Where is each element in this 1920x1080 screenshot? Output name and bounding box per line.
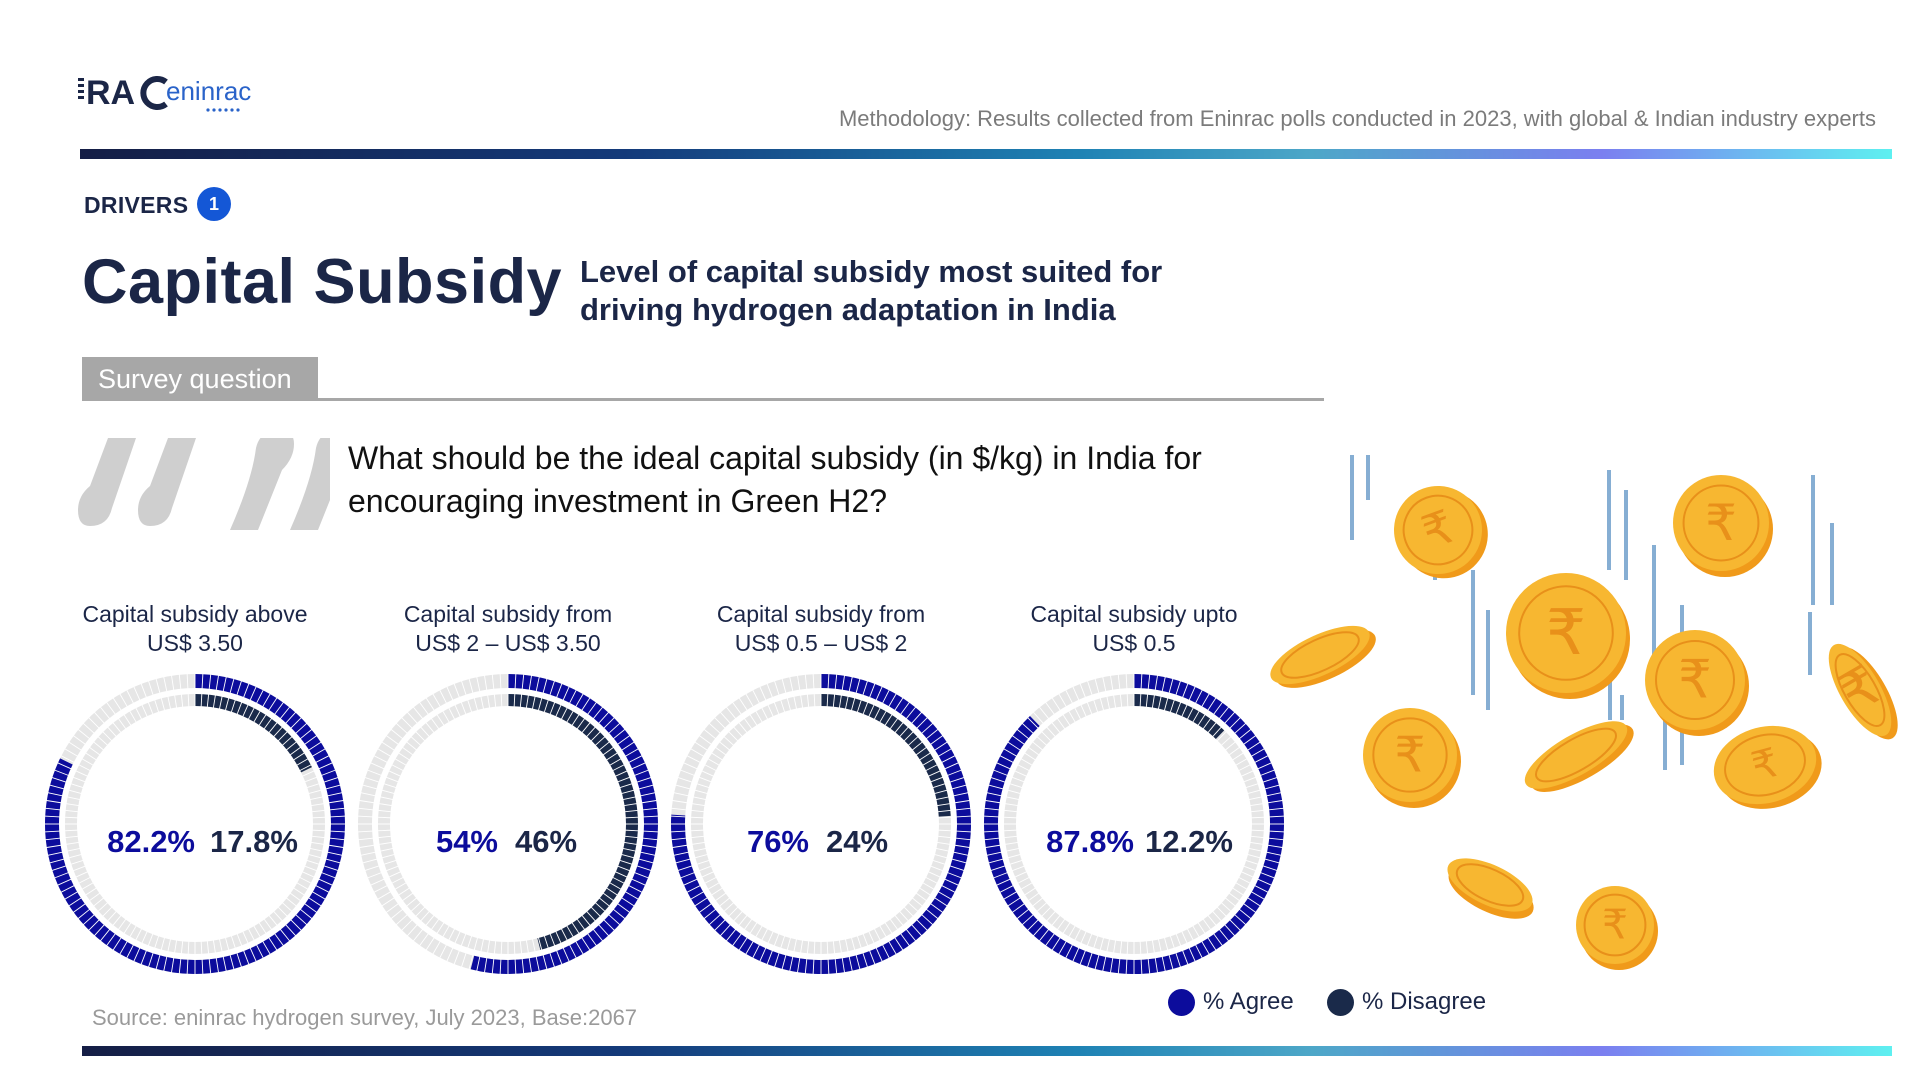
legend-disagree-swatch: [1327, 988, 1354, 1016]
methodology-note: Methodology: Results collected from Enin…: [838, 106, 1876, 131]
falling-coins-illustration: ₹ ₹ ₹ ₹ ₹ ₹ ₹ ₹: [1270, 425, 1910, 975]
agree-arc: [45, 674, 345, 974]
rupee-coin-icon: ₹: [1576, 886, 1658, 970]
svg-text:eninrac: eninrac: [166, 76, 251, 106]
donut-chart: [670, 673, 972, 975]
top-gradient-bar: [80, 149, 1892, 159]
bottom-gradient-bar: [82, 1046, 1892, 1056]
eninrac-logo: RA eninrac: [78, 70, 278, 120]
page-subtitle: Level of capital subsidy most suited for…: [580, 254, 1163, 327]
donut-title-line1: Capital subsidy above: [82, 601, 308, 627]
svg-text:₹: ₹: [1678, 650, 1712, 711]
svg-text:₹: ₹: [1602, 901, 1628, 949]
donut-title: Capital subsidy from US$ 0.5 – US$ 2: [666, 600, 976, 658]
donut-title-line1: Capital subsidy from: [716, 601, 926, 627]
ring-segment-ticks: [690, 693, 952, 955]
donut-chart: [44, 673, 346, 975]
rupee-coin-icon: [1447, 858, 1534, 919]
rupee-coin-icon: [1524, 721, 1634, 792]
donut-title-line1: Capital subsidy from: [403, 601, 613, 627]
disagree-arc: [194, 694, 312, 773]
svg-text:₹: ₹: [1394, 726, 1425, 783]
section-label: DRIVERS: [84, 192, 189, 218]
disagree-value: 12.2%: [1145, 824, 1233, 859]
disagree-value: 46%: [515, 824, 578, 859]
donut-chart: [357, 673, 659, 975]
donut-chart: [983, 673, 1285, 975]
donut-title-line1: Capital subsidy upto: [1030, 601, 1238, 627]
rupee-coin-icon: ₹: [1645, 630, 1749, 736]
ring-segment-ticks: [1003, 693, 1265, 955]
rupee-coin-icon: ₹: [1713, 725, 1822, 809]
legend-agree-swatch: [1168, 988, 1195, 1016]
survey-question-text: What should be the ideal capital subsidy…: [348, 440, 1202, 519]
ring-segment-ticks: [983, 673, 1285, 975]
agree-arc: [470, 674, 658, 974]
rupee-coin-icon: ₹: [1673, 475, 1773, 577]
donut-title: Capital subsidy above US$ 3.50: [40, 600, 350, 658]
agree-value: 54%: [435, 824, 498, 859]
ring-segment-ticks: [670, 673, 972, 975]
donut-0-5-to-2: Capital subsidy from US$ 0.5 – US$ 2 76%…: [666, 600, 976, 975]
legend-agree: % Agree: [1168, 988, 1294, 1016]
page-title: Capital Subsidy: [82, 247, 563, 317]
ring-segment-ticks: [357, 673, 659, 975]
ring-segment-ticks: [44, 673, 346, 975]
donut-above-3-50: Capital subsidy above US$ 3.50 82.2% 17.…: [40, 600, 350, 975]
svg-text:₹: ₹: [1546, 596, 1586, 669]
donut-title: Capital subsidy upto US$ 0.5: [979, 600, 1289, 658]
rupee-coin-icon: ₹: [1506, 573, 1630, 699]
disagree-value: 17.8%: [210, 824, 298, 859]
survey-question-tab: Survey question: [82, 357, 318, 401]
donut-title: Capital subsidy from US$ 2 – US$ 3.50: [353, 600, 663, 658]
section-number-badge: 1: [197, 187, 231, 221]
agree-arc: [671, 674, 971, 974]
legend-agree-label: % Agree: [1203, 988, 1294, 1015]
rupee-coin-icon: ₹: [1363, 708, 1461, 808]
disagree-arc: [820, 694, 951, 817]
svg-text:RA: RA: [86, 74, 135, 112]
agree-value: 87.8%: [1046, 824, 1134, 859]
donut-title-line2: US$ 0.5: [1092, 630, 1176, 656]
donut-upto-0-5: Capital subsidy upto US$ 0.5 87.8% 12.2%: [979, 600, 1289, 975]
disagree-arc: [1133, 694, 1225, 740]
agree-value: 82.2%: [107, 824, 195, 859]
donut-2-to-3-50: Capital subsidy from US$ 2 – US$ 3.50 54…: [353, 600, 663, 975]
legend-disagree: % Disagree: [1327, 988, 1486, 1016]
ring-segment-ticks: [377, 693, 639, 955]
quote-marks-icon: [78, 430, 354, 538]
donut-title-line2: US$ 3.50: [147, 630, 243, 656]
svg-text:₹: ₹: [1705, 494, 1737, 552]
survey-question-label: Survey question: [98, 363, 292, 394]
agree-value: 76%: [746, 824, 809, 859]
donut-title-line2: US$ 2 – US$ 3.50: [415, 630, 601, 656]
source-note: Source: eninrac hydrogen survey, July 20…: [92, 1005, 638, 1030]
ring-segment-ticks: [64, 693, 326, 955]
rupee-coin-icon: ₹: [1828, 643, 1898, 740]
rupee-coin-icon: ₹: [1394, 486, 1488, 579]
legend-disagree-label: % Disagree: [1362, 988, 1487, 1015]
survey-question-divider: [318, 398, 1324, 401]
agree-arc: [984, 674, 1284, 974]
donut-title-line2: US$ 0.5 – US$ 2: [734, 630, 908, 656]
rupee-coin-icon: [1270, 625, 1376, 688]
disagree-value: 24%: [826, 824, 889, 859]
